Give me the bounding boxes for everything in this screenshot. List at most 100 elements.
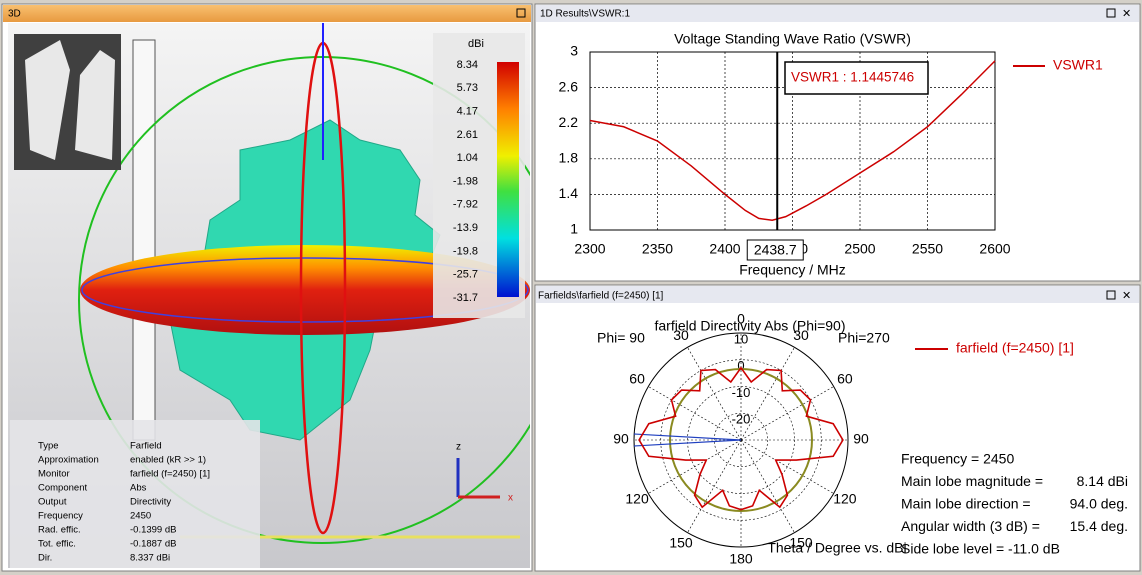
grid-circle bbox=[633, 332, 849, 548]
series-line bbox=[589, 60, 996, 221]
panel-farfield bbox=[534, 284, 1141, 572]
maximize-button[interactable] bbox=[1106, 290, 1116, 300]
theta-tick-label: 90 bbox=[613, 431, 629, 447]
info-key: Component bbox=[38, 483, 87, 494]
info-key: Tot. effic. bbox=[38, 539, 76, 550]
x-tick-label: 2400 bbox=[709, 241, 740, 257]
colorbar-label: 8.34 bbox=[457, 59, 478, 71]
axis-x-label: x bbox=[508, 493, 513, 504]
legend-label: VSWR1 bbox=[1053, 57, 1103, 73]
info-value: 2450 bbox=[130, 511, 151, 522]
y-tick-label: 3 bbox=[570, 43, 578, 59]
x-tick-label: 2350 bbox=[642, 241, 673, 257]
info-value: enabled (kR >> 1) bbox=[130, 455, 206, 466]
info-key: Output bbox=[38, 497, 67, 508]
grid-spoke bbox=[648, 386, 742, 441]
info-value: Directivity bbox=[130, 497, 171, 508]
summary-value: 8.14 dBi bbox=[1077, 473, 1128, 489]
theta-tick-label: 180 bbox=[729, 551, 753, 567]
y-tick-label: 1.4 bbox=[559, 185, 579, 201]
info-value: -0.1399 dB bbox=[130, 525, 176, 536]
window-title: Farfields\farfield (f=2450) [1] bbox=[538, 291, 664, 302]
colorbar-label: -19.8 bbox=[453, 245, 478, 257]
maximize-button[interactable] bbox=[1106, 8, 1116, 18]
axis-z-label: z bbox=[456, 442, 461, 453]
y-tick-label: 1 bbox=[570, 221, 578, 237]
x-tick-label: 2500 bbox=[844, 241, 875, 257]
equator bbox=[81, 257, 529, 323]
r-tick-label: -20 bbox=[732, 412, 751, 427]
summary-key: Frequency = 2450 bbox=[901, 451, 1014, 467]
grid-circle bbox=[713, 412, 769, 468]
panel-header bbox=[3, 5, 531, 22]
summary-key: Main lobe direction = bbox=[901, 496, 1031, 512]
info-value: Abs bbox=[130, 483, 147, 494]
panel-header bbox=[536, 5, 1139, 22]
colorbar-label: 2.61 bbox=[457, 129, 478, 141]
y-tick-label: 2.6 bbox=[559, 78, 579, 94]
info-key: Approximation bbox=[38, 455, 99, 466]
theta-tick-label: 60 bbox=[629, 371, 645, 387]
info-key: Type bbox=[38, 441, 59, 452]
plot-frame bbox=[589, 51, 996, 231]
theta-tick-label: 30 bbox=[673, 327, 689, 343]
colorbar-label: -1.98 bbox=[453, 175, 478, 187]
theta-tick-label: 120 bbox=[625, 491, 649, 507]
theta-tick-label: 30 bbox=[793, 327, 809, 343]
summary-value: 15.4 deg. bbox=[1070, 518, 1128, 534]
legend-label: farfield (f=2450) [1] bbox=[956, 340, 1074, 356]
info-value: farfield (f=2450) [1] bbox=[130, 469, 210, 480]
info-value: 8.337 dBi bbox=[130, 553, 170, 564]
marker-box bbox=[784, 61, 929, 95]
panel-header bbox=[536, 286, 1139, 303]
pole bbox=[132, 39, 156, 441]
right-label: Phi=270 bbox=[838, 330, 890, 346]
close-button[interactable]: ✕ bbox=[1122, 290, 1131, 302]
window-title: 1D Results\VSWR:1 bbox=[540, 9, 630, 20]
grid-spoke bbox=[648, 439, 742, 494]
grid-circle bbox=[687, 386, 795, 494]
theta-tick-label: 150 bbox=[789, 535, 813, 551]
chart-title: farfield Directivity Abs (Phi=90) bbox=[654, 318, 845, 334]
summary-key: Main lobe magnitude = bbox=[901, 473, 1043, 489]
beam-line bbox=[633, 433, 742, 441]
maximize-button[interactable] bbox=[516, 8, 526, 18]
summary-key: Angular width (3 dB) = bbox=[901, 518, 1040, 534]
torus bbox=[80, 245, 530, 335]
colorbar-label: -25.7 bbox=[453, 269, 478, 281]
panel-vswr bbox=[534, 3, 1141, 282]
colorbar-label: -31.7 bbox=[453, 292, 478, 304]
thumbnail-shape bbox=[25, 40, 115, 160]
beam-line bbox=[633, 439, 742, 447]
colorbar-label: -13.9 bbox=[453, 222, 478, 234]
colorbar-label: 5.73 bbox=[457, 82, 478, 94]
left-label: Phi= 90 bbox=[597, 330, 645, 346]
scene: z x bbox=[14, 23, 530, 544]
r-tick-label: -10 bbox=[732, 385, 751, 400]
grid-spoke bbox=[740, 347, 795, 441]
info-value: Farfield bbox=[130, 441, 162, 452]
theta-tick-label: 150 bbox=[669, 535, 693, 551]
close-button[interactable]: ✕ bbox=[1122, 8, 1131, 20]
info-key: Dir. bbox=[38, 553, 52, 564]
info-value: -0.1887 dB bbox=[130, 539, 176, 550]
r-tick-label: 10 bbox=[734, 331, 748, 346]
theta-tick-label: 60 bbox=[837, 371, 853, 387]
grid-spoke bbox=[740, 439, 795, 533]
grid-circle bbox=[660, 359, 822, 521]
marker-x-label: 2438.7 bbox=[754, 242, 797, 258]
marker-x-box bbox=[746, 239, 804, 261]
theta-tick-label: 0 bbox=[737, 311, 745, 327]
panel-title: 3D bbox=[8, 9, 21, 20]
info-box bbox=[10, 420, 260, 568]
axis-label: Theta / Degree vs. dBi bbox=[767, 540, 906, 556]
y-tick-label: 1.8 bbox=[559, 150, 579, 166]
marker-label: VSWR1 : 1.1445746 bbox=[791, 70, 914, 85]
summary-value: 94.0 deg. bbox=[1070, 496, 1128, 512]
colorbar-label: -7.92 bbox=[453, 199, 478, 211]
r-tick-label: 0 bbox=[737, 358, 744, 373]
info-key: Frequency bbox=[38, 511, 83, 522]
summary-key: Side lobe level = -11.0 dB bbox=[901, 541, 1060, 557]
